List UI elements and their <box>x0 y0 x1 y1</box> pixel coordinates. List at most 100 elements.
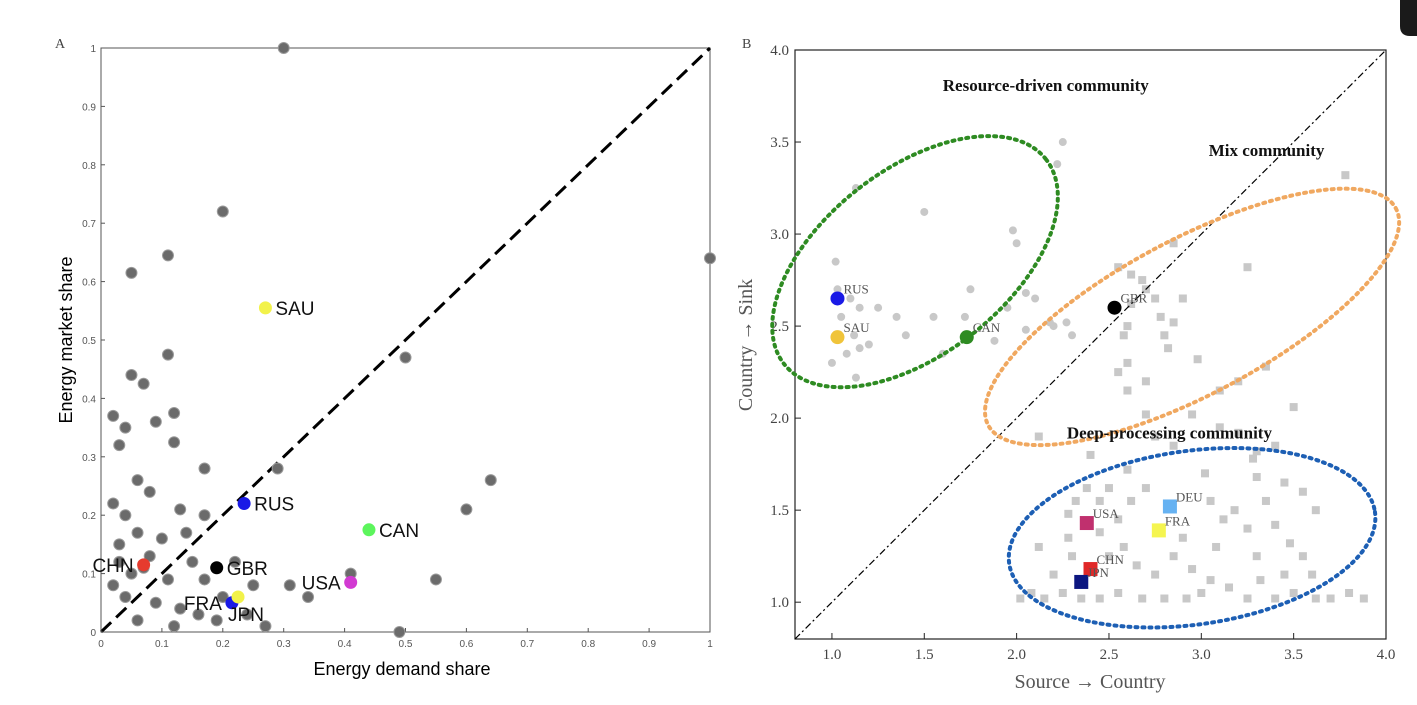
source-point <box>846 294 855 303</box>
background-point <box>198 509 211 522</box>
country-label-sau: SAU <box>275 299 314 320</box>
sink-point <box>1234 428 1243 437</box>
background-point <box>119 421 132 434</box>
background-point <box>271 462 284 475</box>
panel-a-x-tick-label: 0.8 <box>581 639 595 650</box>
panel-b-x-tick-label: 4.0 <box>1377 647 1396 663</box>
sink-point <box>1034 432 1043 441</box>
sink-point <box>1160 594 1169 603</box>
panel-a-background-points <box>107 42 716 638</box>
background-point <box>174 503 187 516</box>
sink-point <box>1261 496 1270 505</box>
background-point <box>198 573 211 586</box>
background-point <box>429 573 442 586</box>
sink-point <box>1141 484 1150 493</box>
background-point <box>174 602 187 615</box>
sink-point <box>1280 478 1289 487</box>
panel-a-x-tick-label: 0.4 <box>338 639 352 650</box>
panel-a-x-tick-label: 0.1 <box>155 639 169 650</box>
background-point <box>137 377 150 390</box>
country-point-rus <box>237 497 251 511</box>
country-label-jpn: JPN <box>1087 565 1109 580</box>
panel-a-y-tick-label: 0.1 <box>82 570 96 581</box>
panel-b-y-axis-label: Country → Sink <box>735 279 757 411</box>
sink-point <box>1201 469 1210 478</box>
sink-point <box>1068 552 1077 561</box>
sink-point <box>1095 528 1104 537</box>
source-point <box>1053 160 1062 169</box>
sink-point <box>1016 594 1025 603</box>
source-point <box>864 340 873 349</box>
panel-b-x-ticks: 1.0 1.5 2.0 2.5 3.0 3.5 4.0 <box>823 633 1396 663</box>
background-point <box>283 579 296 592</box>
background-point <box>161 249 174 262</box>
sink-point <box>1219 515 1228 524</box>
sink-point <box>1298 487 1307 496</box>
panel-a-y-tick-label: 0.7 <box>82 219 96 230</box>
sink-point <box>1188 410 1197 419</box>
background-point <box>216 205 229 218</box>
background-point <box>119 590 132 603</box>
background-point <box>125 567 138 580</box>
sink-point <box>1280 570 1289 579</box>
source-point <box>855 303 864 312</box>
sink-point <box>1359 594 1368 603</box>
sink-point <box>1178 294 1187 303</box>
sink-point <box>1308 570 1317 579</box>
panel-a-country-points: SAU RUS CAN CHN GBR USA FRA JPN <box>92 299 419 626</box>
background-point <box>107 579 120 592</box>
sink-point <box>1193 355 1202 364</box>
sink-point <box>1141 410 1150 419</box>
country-point-rus <box>830 291 845 306</box>
country-point-jpn <box>1074 574 1089 589</box>
source-point <box>920 207 929 216</box>
sink-point <box>1123 465 1132 474</box>
panel-a-y-tick-label: 0.5 <box>82 336 96 347</box>
sink-point <box>1114 263 1123 272</box>
sink-point <box>1151 432 1160 441</box>
sink-point <box>1243 263 1252 272</box>
panel-a-x-tick-label: 0.5 <box>399 639 413 650</box>
sink-point <box>1249 454 1258 463</box>
sink-point <box>1225 583 1234 592</box>
sink-point <box>1160 331 1169 340</box>
sink-point <box>1123 358 1132 367</box>
panel-b-x-tick-label: 2.5 <box>1100 647 1119 663</box>
country-point-deu <box>1162 499 1177 514</box>
country-label-chn: CHN <box>1097 552 1125 567</box>
country-point-gbr <box>210 561 224 575</box>
panel-a-x-tick-label: 1 <box>707 639 713 650</box>
sink-point <box>1114 515 1123 524</box>
sink-point <box>1119 542 1128 551</box>
panel-b-y-tick-label: 1.5 <box>770 503 789 519</box>
background-point <box>155 532 168 545</box>
panel-b-y-ticks: 1.0 1.5 2.0 2.5 3.0 3.5 4.0 <box>770 43 801 611</box>
background-point <box>107 497 120 510</box>
panel-b-y-tick-label: 2.5 <box>770 319 789 335</box>
panel-a-x-tick-label: 0.6 <box>459 639 473 650</box>
panel-a-y-axis-label: Energy market share <box>56 256 76 423</box>
source-point <box>855 344 864 353</box>
panel-a-y-tick-label: 0.2 <box>82 511 96 522</box>
sink-point <box>1095 496 1104 505</box>
background-point <box>302 590 315 603</box>
sink-point <box>1071 496 1080 505</box>
sink-point <box>1141 377 1150 386</box>
background-point <box>180 526 193 539</box>
sink-point <box>1311 594 1320 603</box>
background-point <box>161 573 174 586</box>
panel-b-y-tick-label: 2.0 <box>770 411 789 427</box>
panel-a-x-axis-label: Energy demand share <box>313 659 490 679</box>
sink-point <box>1345 588 1354 597</box>
sink-point <box>1243 594 1252 603</box>
sink-point <box>1271 594 1280 603</box>
panel-a-x-ticks: 0 0.1 0.2 0.3 0.4 0.5 0.6 0.7 0.8 0.9 1 <box>98 628 713 650</box>
source-point <box>1008 226 1017 235</box>
panel-b-x-tick-label: 1.0 <box>823 647 842 663</box>
background-point <box>198 462 211 475</box>
sink-point <box>1169 239 1178 248</box>
community-ellipse <box>1006 446 1378 630</box>
sink-point <box>1197 588 1206 597</box>
sink-point <box>1271 520 1280 529</box>
panel-a-y-tick-label: 0.6 <box>82 278 96 289</box>
